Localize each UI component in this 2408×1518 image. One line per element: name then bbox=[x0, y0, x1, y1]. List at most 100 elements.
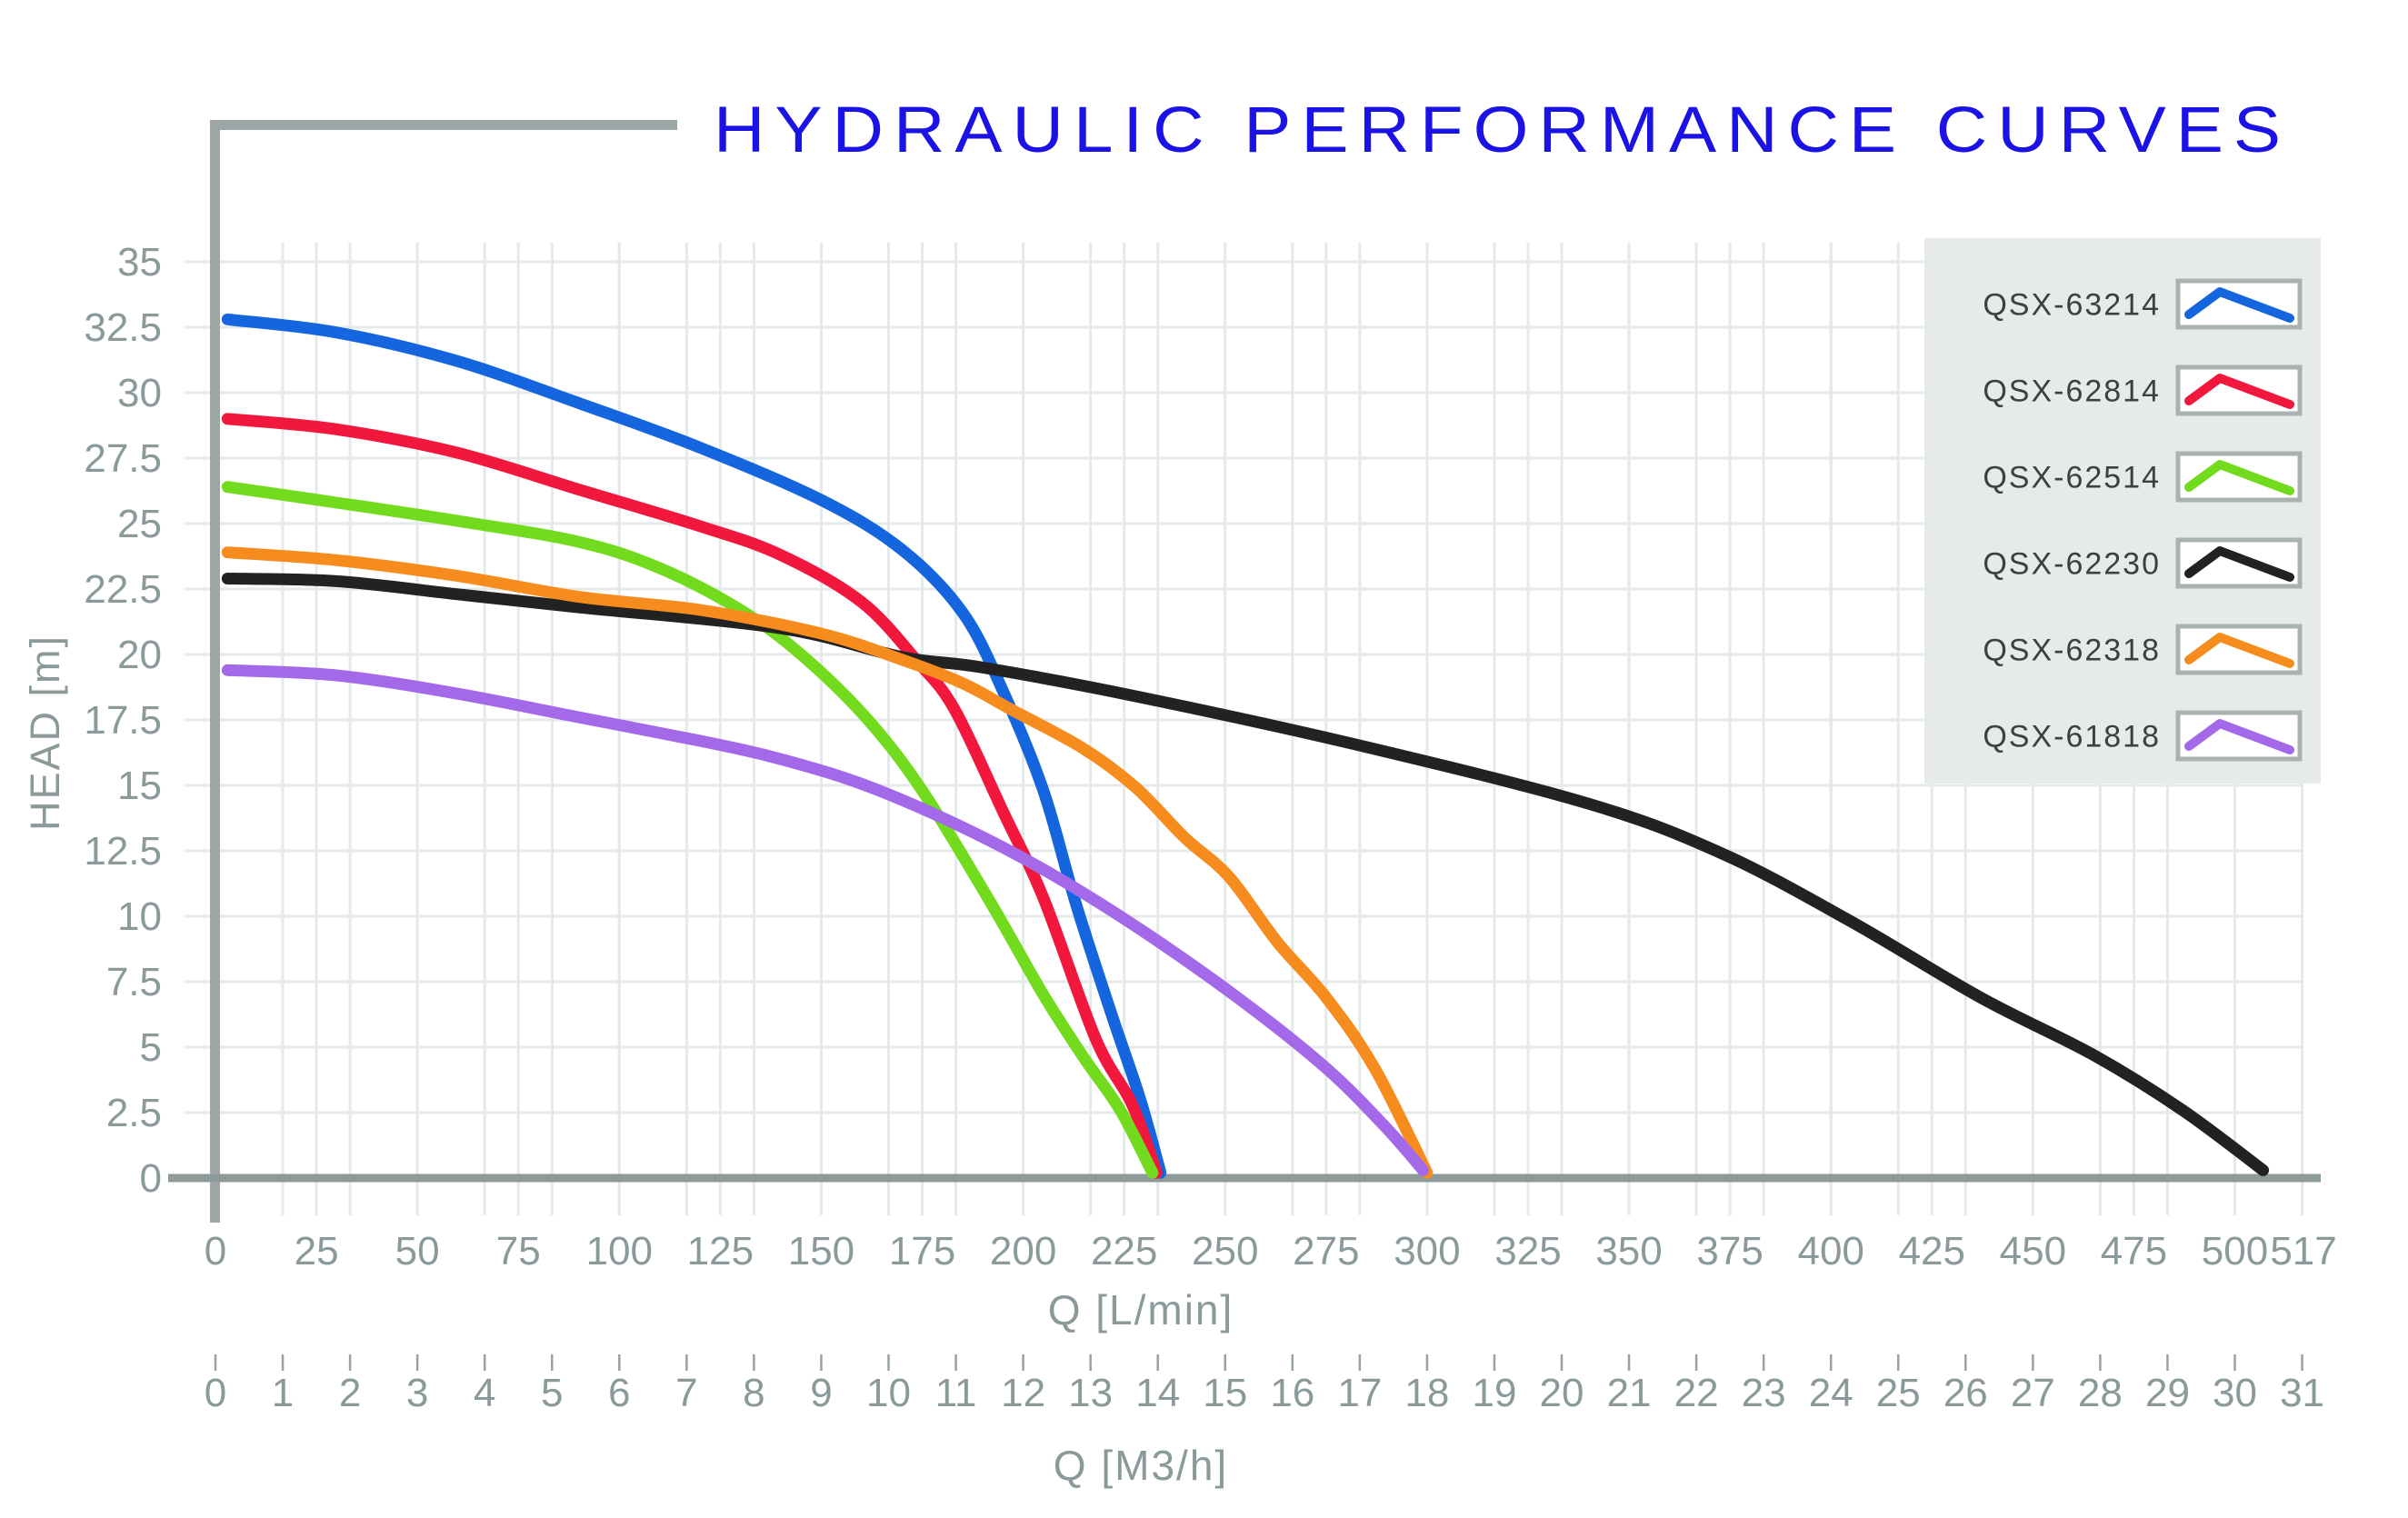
x-tick-label-lmin: 225 bbox=[1091, 1229, 1157, 1273]
legend-item: QSX-63214 bbox=[1983, 278, 2303, 330]
legend-item: QSX-61818 bbox=[1983, 710, 2303, 762]
y-tick-label: 30 bbox=[117, 371, 162, 415]
y-tick-label: 32.5 bbox=[84, 305, 162, 350]
x-tick-label-lmin: 500 bbox=[2202, 1229, 2268, 1273]
x-tick-label-lmin: 275 bbox=[1293, 1229, 1359, 1273]
y-tick-label: 25 bbox=[117, 502, 162, 546]
curve-qsx-62514 bbox=[221, 481, 1159, 1179]
x-tick-label-lmin: 150 bbox=[788, 1229, 854, 1273]
x-tick-label-m3h: 19 bbox=[1472, 1371, 1516, 1415]
legend-label: QSX-61818 bbox=[1983, 720, 2161, 754]
y-tick-label: 27.5 bbox=[84, 436, 162, 481]
x-tick-label-m3h: 17 bbox=[1337, 1371, 1382, 1415]
x-tick-label-m3h: 24 bbox=[1809, 1371, 1853, 1415]
x-tick-label-lmin: 100 bbox=[586, 1229, 653, 1273]
y-axis-line bbox=[210, 120, 220, 1223]
x-tick-label-lmin: 200 bbox=[990, 1229, 1056, 1273]
legend-label: QSX-62318 bbox=[1983, 634, 2161, 668]
x-tick-label-lmin: 375 bbox=[1696, 1229, 1763, 1273]
y-tick-label: 20 bbox=[117, 633, 162, 677]
x-tick-label-lmin: 0 bbox=[205, 1229, 226, 1273]
x-tick-label-m3h: 20 bbox=[1540, 1371, 1584, 1415]
x-tick-label-m3h: 5 bbox=[541, 1371, 563, 1415]
x-tick-label-lmin: 75 bbox=[496, 1229, 541, 1273]
y-tick-label: 0 bbox=[140, 1156, 162, 1201]
x-tick-label-m3h: 26 bbox=[1943, 1371, 1988, 1415]
x-tick-label-lmin: 425 bbox=[1899, 1229, 1965, 1273]
x-tick-label-lmin: 450 bbox=[2000, 1229, 2066, 1273]
x-tick-label-lmin: 50 bbox=[395, 1229, 440, 1273]
legend-item: QSX-62230 bbox=[1983, 537, 2303, 589]
x-tick-label-lmin: 350 bbox=[1595, 1229, 1662, 1273]
x-tick-label-m3h: 4 bbox=[474, 1371, 495, 1415]
curve-qsx-62318 bbox=[221, 546, 1434, 1179]
curve-qsx-62814 bbox=[221, 413, 1163, 1179]
x-tick-label-lmin: 475 bbox=[2101, 1229, 2167, 1273]
legend-item: QSX-62318 bbox=[1983, 624, 2303, 675]
x-tick-label-lmin: 517 bbox=[2270, 1229, 2336, 1273]
legend-chevron-icon bbox=[2184, 633, 2294, 668]
x-tick-label-m3h: 8 bbox=[743, 1371, 764, 1415]
legend-item: QSX-62514 bbox=[1983, 451, 2303, 503]
x-tick-label-m3h: 1 bbox=[272, 1371, 294, 1415]
y-tick-label: 17.5 bbox=[84, 698, 162, 743]
x-tick-label-lmin: 300 bbox=[1394, 1229, 1460, 1273]
x-axis-lmin-ticks: 0 25 50 75 100 125 150 175 200 225 250 275 300 325 350… bbox=[205, 1229, 2337, 1273]
legend-label: QSX-62230 bbox=[1983, 547, 2161, 582]
x-tick-label-lmin: 250 bbox=[1192, 1229, 1258, 1273]
x-tick-label-m3h: 15 bbox=[1203, 1371, 1247, 1415]
y-tick-label: 10 bbox=[117, 894, 162, 939]
x-tick-label-m3h: 21 bbox=[1607, 1371, 1652, 1415]
y-tick-label: 2.5 bbox=[106, 1091, 162, 1135]
legend-chevron-icon bbox=[2184, 374, 2294, 409]
x-tick-label-m3h: 22 bbox=[1674, 1371, 1719, 1415]
y-tick-label: 5 bbox=[140, 1025, 162, 1070]
x-axis-m3h-ticks: 0 1 2 3 4 5 6 7 8 9 10 11 12 13 14 15 16 17 18 19 20 21 22 23 24… bbox=[205, 1354, 2324, 1415]
curve-qsx-61818 bbox=[221, 664, 1429, 1176]
y-tick-label: 7.5 bbox=[106, 960, 162, 1004]
x-tick-label-m3h: 23 bbox=[1742, 1371, 1786, 1415]
legend-label: QSX-62814 bbox=[1983, 375, 2161, 409]
x-tick-label-m3h: 3 bbox=[406, 1371, 428, 1415]
curves bbox=[221, 313, 2270, 1179]
x-tick-label-m3h: 30 bbox=[2213, 1371, 2257, 1415]
legend-chevron-icon bbox=[2184, 287, 2294, 323]
x-tick-label-m3h: 12 bbox=[1001, 1371, 1045, 1415]
axis-label-head: HEAD [m] bbox=[22, 634, 68, 831]
x-tick-label-m3h: 28 bbox=[2078, 1371, 2123, 1415]
x-tick-label-lmin: 25 bbox=[295, 1229, 339, 1273]
legend-swatch bbox=[2175, 624, 2303, 675]
y-tick-label: 12.5 bbox=[84, 829, 162, 874]
x-tick-label-m3h: 18 bbox=[1404, 1371, 1449, 1415]
top-frame-line bbox=[210, 120, 677, 130]
x-tick-label-m3h: 25 bbox=[1876, 1371, 1921, 1415]
x-tick-label-m3h: 16 bbox=[1270, 1371, 1314, 1415]
curve-qsx-62230 bbox=[221, 572, 2270, 1176]
x-tick-label-m3h: 0 bbox=[205, 1371, 226, 1415]
x-tick-label-m3h: 27 bbox=[2011, 1371, 2055, 1415]
x-tick-label-lmin: 125 bbox=[687, 1229, 754, 1273]
x-tick-label-m3h: 2 bbox=[339, 1371, 361, 1415]
legend-chevron-icon bbox=[2184, 546, 2294, 582]
x-tick-label-m3h: 11 bbox=[935, 1371, 977, 1415]
x-tick-label-m3h: 10 bbox=[866, 1371, 911, 1415]
x-tick-label-m3h: 9 bbox=[810, 1371, 832, 1415]
x-tick-label-m3h: 14 bbox=[1135, 1371, 1180, 1415]
curve-qsx-63214 bbox=[221, 313, 1167, 1179]
x-tick-label-m3h: 13 bbox=[1068, 1371, 1113, 1415]
y-tick-label: 15 bbox=[117, 764, 162, 808]
legend-label: QSX-63214 bbox=[1983, 288, 2161, 323]
x-tick-label-lmin: 400 bbox=[1797, 1229, 1863, 1273]
y-axis-ticks: 0 2.5 5 7.5 10 12.5 15 17.5 20 22.5 25 27.5 30 32.5 35 bbox=[84, 240, 162, 1201]
x-tick-label-lmin: 325 bbox=[1494, 1229, 1561, 1273]
x-tick-label-m3h: 31 bbox=[2280, 1371, 2324, 1415]
y-tick-label: 35 bbox=[117, 240, 162, 285]
chart-title: HYDRAULIC PERFORMANCE CURVES bbox=[714, 95, 2291, 166]
x-tick-label-m3h: 7 bbox=[675, 1371, 697, 1415]
legend-chevron-icon bbox=[2184, 719, 2294, 754]
y-tick-label: 22.5 bbox=[84, 567, 162, 612]
x-tick-label-m3h: 6 bbox=[608, 1371, 630, 1415]
legend-chevron-icon bbox=[2184, 460, 2294, 495]
axis-label-q-m3h: Q [M3/h] bbox=[1054, 1442, 1228, 1489]
